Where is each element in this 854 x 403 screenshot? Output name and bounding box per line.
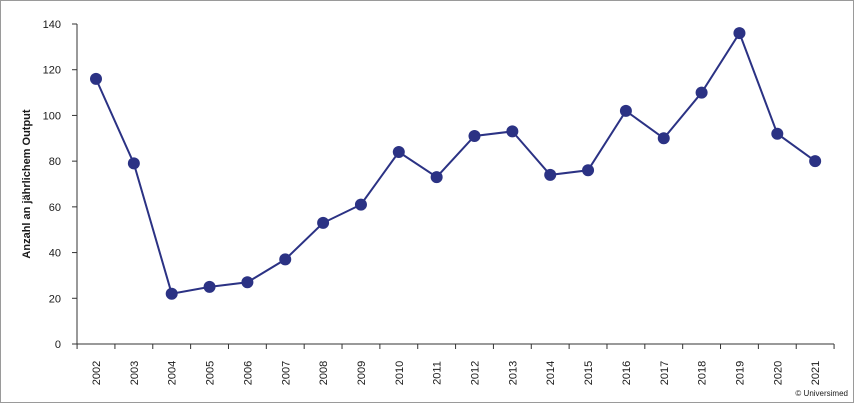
x-tick-label: 2017	[659, 361, 671, 385]
x-tick-label: 2006	[242, 361, 254, 385]
data-point	[657, 132, 670, 145]
x-tick-label: 2010	[394, 361, 406, 385]
x-tick-label: 2021	[810, 361, 822, 385]
y-tick-label: 40	[49, 248, 61, 260]
x-tick-label: 2020	[772, 361, 784, 385]
data-point	[354, 198, 367, 211]
y-tick-label: 100	[43, 110, 61, 122]
data-point	[127, 157, 140, 170]
data-point	[809, 155, 822, 168]
data-point	[582, 164, 595, 177]
x-axis-ticks: 2002 2003 2004 2005 2006 2007 2008 2009 2010 2011…	[76, 344, 835, 385]
data-point	[544, 168, 557, 181]
x-tick-label: 2008	[318, 361, 330, 385]
data-point	[771, 127, 784, 140]
x-tick-label: 2014	[545, 361, 557, 385]
x-tick-label: 2004	[167, 361, 179, 385]
x-tick-label: 2002	[91, 361, 103, 385]
y-axis-label: Anzahl an jährlichem Output	[21, 109, 33, 258]
series-line	[95, 30, 816, 295]
y-tick-label: 0	[55, 339, 61, 351]
x-tick-label: 2013	[507, 361, 519, 385]
data-point	[279, 253, 292, 266]
x-tick-label: 2018	[697, 361, 709, 385]
x-tick-label: 2005	[205, 361, 217, 385]
x-tick-label: 2003	[129, 361, 141, 385]
x-tick-label: 2019	[734, 361, 746, 385]
x-tick-label: 2009	[356, 361, 368, 385]
data-point	[203, 280, 216, 293]
y-tick-label: 120	[43, 65, 61, 77]
x-tick-label: 2016	[621, 361, 633, 385]
data-point	[392, 146, 405, 158]
y-tick-label: 140	[43, 19, 61, 31]
x-tick-label: 2015	[583, 361, 595, 385]
x-tick-label: 2012	[470, 361, 482, 385]
data-point	[733, 27, 746, 40]
data-point	[468, 130, 481, 142]
x-tick-label: 2011	[432, 361, 444, 385]
y-tick-label: 60	[49, 202, 61, 214]
data-series	[90, 27, 822, 300]
data-point	[90, 72, 102, 85]
data-point	[317, 216, 330, 229]
data-point	[619, 104, 632, 117]
data-point	[506, 125, 519, 138]
data-point	[165, 287, 178, 300]
y-axis-ticks: 0 20 40 60 80 100 120 140	[43, 19, 77, 351]
y-tick-label: 80	[49, 156, 61, 168]
copyright-credit: © Universimed	[795, 389, 848, 398]
data-point	[695, 86, 708, 99]
y-tick-label: 20	[49, 293, 61, 305]
x-tick-label: 2007	[280, 361, 292, 385]
data-point	[241, 276, 254, 289]
data-point	[430, 171, 443, 184]
